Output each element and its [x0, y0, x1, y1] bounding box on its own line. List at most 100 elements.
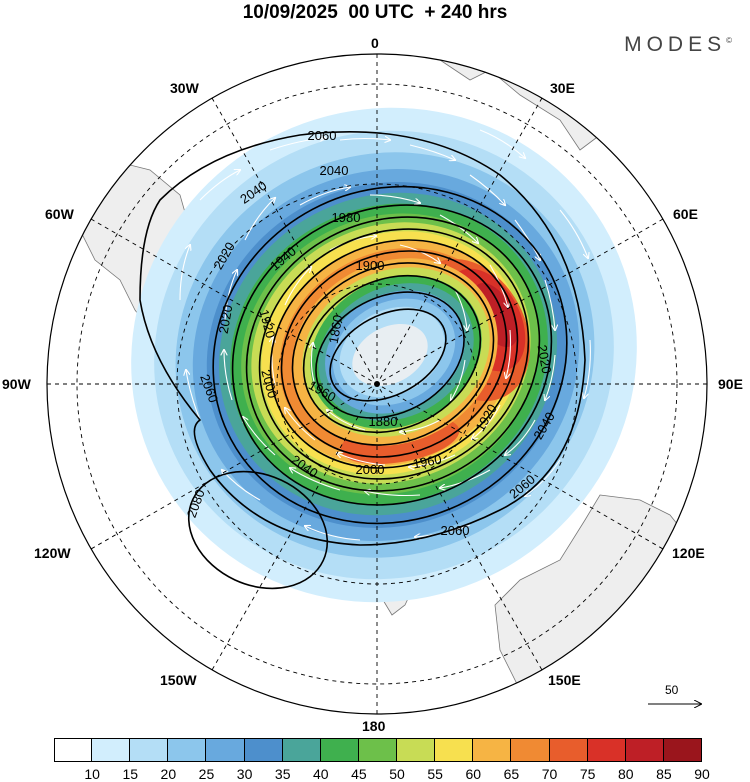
contour-label: 2020 [535, 344, 555, 375]
brand-name: MODES [624, 33, 727, 56]
contour-1920 [291, 262, 495, 446]
wind-vector [439, 214, 478, 243]
brand-logo: MODES© [624, 33, 732, 57]
colorbar-cell [130, 738, 169, 762]
wind-vector [311, 343, 315, 386]
contour-1860 [329, 308, 447, 402]
wind-vector [284, 267, 311, 306]
colorbar-cell [473, 738, 512, 762]
wind-vector [269, 138, 325, 151]
lon-label-150e: 150E [548, 672, 581, 688]
colorbar-cell [663, 738, 702, 762]
wind-vector [545, 354, 556, 400]
contour-2080 [187, 470, 329, 590]
colorbar [54, 738, 702, 762]
wind-vector [243, 417, 276, 456]
colorbar-cell [54, 738, 93, 762]
lon-label-180: 180 [362, 718, 386, 734]
wind-vector [290, 468, 341, 491]
wind-vector [454, 289, 467, 330]
wind-vector [472, 404, 501, 439]
contour-label: 1920 [256, 308, 278, 340]
vector-scale-label: 50 [665, 683, 679, 697]
wind-vector [584, 339, 591, 398]
wind-vector [339, 139, 390, 141]
lon-label-90e: 90E [718, 376, 743, 392]
wind-vector [514, 219, 540, 260]
colorbar-cell [358, 738, 398, 762]
south-pole-marker [374, 381, 380, 387]
contour-label: 2060 [308, 128, 337, 143]
colorbar-tick-label: 85 [656, 766, 672, 782]
contour-label: 2020 [216, 304, 236, 335]
latitude-circle [76, 83, 678, 685]
wind-vector [479, 129, 525, 158]
wind-vector [186, 370, 201, 421]
colorbar-tick-label: 15 [122, 766, 139, 782]
colorbar-cell [206, 738, 245, 762]
contour-2040 [212, 185, 568, 525]
wind-vector [299, 187, 350, 206]
colorbar-tick-label: 65 [503, 766, 520, 782]
colorbar-tick-label: 70 [541, 766, 558, 782]
wind-vector [244, 198, 275, 241]
wind-vector [337, 453, 386, 466]
colorbar-tick-label: 35 [274, 766, 291, 782]
colorbar-cell [320, 738, 359, 762]
contour-label: 2000 [258, 368, 280, 400]
wind-vector [544, 279, 555, 330]
colorbar-tick-label: 50 [389, 766, 405, 782]
colorbar-cell [435, 738, 474, 762]
lon-label-60e: 60E [673, 206, 698, 222]
wind-vector [224, 270, 237, 321]
colorbar-tick-label: 60 [465, 766, 482, 782]
wind-vector [506, 329, 512, 378]
colorbar-tick-label: 45 [351, 766, 367, 782]
colorbar-cell [549, 738, 588, 762]
wind-vector [451, 359, 466, 400]
wind-vector [199, 170, 240, 201]
lon-label-120w: 120W [34, 545, 71, 561]
map-boundary [46, 53, 708, 715]
height-contours [139, 131, 586, 590]
colorbar-cell [397, 738, 436, 762]
contour-label: 1880 [369, 414, 398, 429]
colorbar-cell [625, 738, 664, 762]
colorbar-cell [92, 738, 131, 762]
contour-label: 2040 [320, 163, 349, 178]
contour-label: 1960 [412, 452, 443, 472]
chart-title: 10/09/2025 00 UTC + 240 hrs [242, 2, 508, 23]
contour-label: 2060 [441, 523, 470, 538]
wind-vector [369, 194, 420, 203]
wind-vector [224, 350, 233, 401]
wind-vector [179, 245, 190, 301]
colorbar-tick-label: 25 [198, 766, 215, 782]
wind-vector [272, 337, 275, 386]
contour-1980 [258, 228, 530, 480]
colorbar-cell [244, 738, 283, 762]
colorbar-tick-label: 80 [617, 766, 634, 782]
lon-label-60w: 60W [45, 206, 74, 222]
contour-1940 [280, 250, 508, 458]
colorbar-tick-label: 10 [84, 766, 100, 782]
contour-label: 2000 [356, 462, 385, 477]
colorbar-tick-label: 40 [313, 766, 329, 782]
lon-label-90w: 90W [2, 376, 31, 392]
lon-label-0: 0 [371, 35, 379, 51]
lon-label-150w: 150W [160, 672, 197, 688]
wind-vector [409, 454, 456, 467]
colorbar-tick-label: 20 [160, 766, 177, 782]
contour-1880 [315, 291, 465, 419]
colorbar-tick-label: 75 [579, 766, 596, 782]
colorbar-cell [587, 738, 626, 762]
lon-label-120e: 120E [672, 545, 705, 561]
lon-label-30e: 30E [550, 80, 575, 96]
contour-2000 [245, 216, 541, 492]
contour-1900 [302, 274, 482, 434]
wind-vector [409, 144, 455, 160]
latitude-circle [276, 283, 478, 485]
wind-vector [327, 410, 366, 431]
wind-vectors [179, 129, 591, 541]
colorbar-cell [282, 738, 321, 762]
